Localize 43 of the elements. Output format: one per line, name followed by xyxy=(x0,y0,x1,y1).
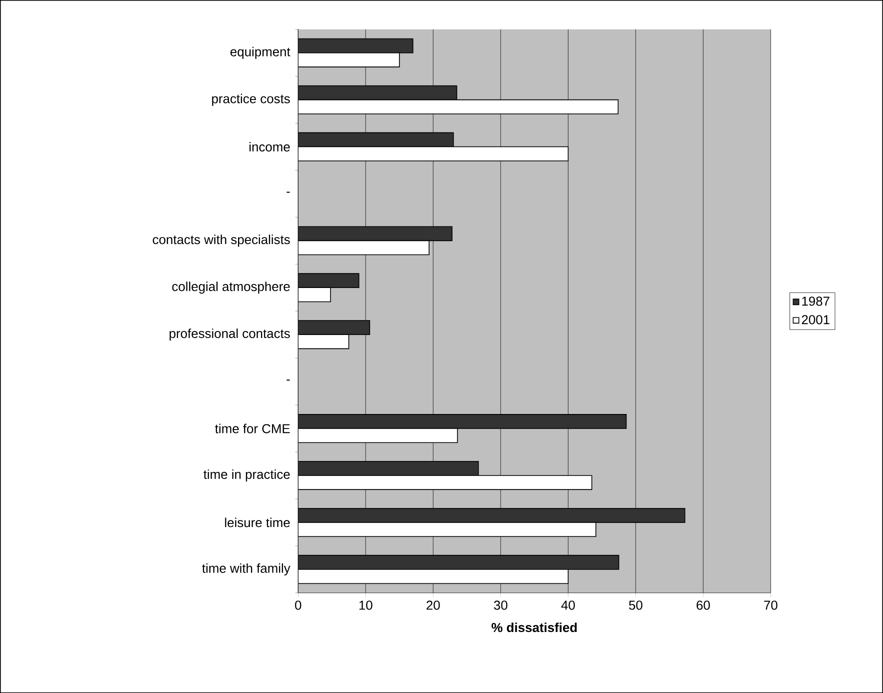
legend-label: 2001 xyxy=(802,315,830,324)
legend-label: 1987 xyxy=(802,296,830,306)
bar xyxy=(298,320,370,335)
bar xyxy=(298,240,430,256)
x-tick-label: 40 xyxy=(561,600,575,610)
y-tick-label: - xyxy=(286,380,290,381)
y-tick-label: time in practice xyxy=(204,469,290,482)
bar xyxy=(298,287,331,302)
x-tick-label: 0 xyxy=(295,600,302,610)
y-tick-label: leisure time xyxy=(225,518,290,528)
y-tick-label: professional contacts xyxy=(170,328,290,341)
bar xyxy=(298,273,360,288)
y-tick-label: practice costs xyxy=(212,94,290,106)
bar xyxy=(298,508,686,523)
x-tick-label: 50 xyxy=(629,600,642,610)
bar xyxy=(298,522,596,537)
bar xyxy=(298,132,454,148)
y-tick-label: equipment xyxy=(230,46,290,59)
x-axis-title: % dissatisfied xyxy=(492,622,577,632)
y-tick-label: time for CME xyxy=(215,424,290,434)
x-tick-label: 70 xyxy=(764,600,778,610)
y-tick-label: - xyxy=(286,192,290,193)
bar xyxy=(298,414,627,429)
bar xyxy=(298,38,414,54)
bar xyxy=(298,474,592,490)
x-tick-label: 20 xyxy=(426,600,440,610)
bar xyxy=(298,226,452,242)
bar xyxy=(298,334,350,350)
y-tick-label: income xyxy=(250,142,290,152)
bar xyxy=(298,554,620,570)
x-tick-label: 10 xyxy=(359,600,372,610)
bar xyxy=(298,146,569,162)
y-tick-label: collegial atmosphere xyxy=(172,282,290,294)
bar xyxy=(298,85,458,100)
x-tick-label: 60 xyxy=(696,600,710,610)
bar xyxy=(298,568,569,584)
x-tick-label: 30 xyxy=(494,600,508,610)
bar xyxy=(298,460,479,476)
y-tick-label: time with family xyxy=(202,563,290,576)
bar xyxy=(298,99,619,114)
bar xyxy=(298,52,400,68)
bar xyxy=(298,428,458,443)
y-tick-label: contacts with specialists xyxy=(152,234,290,247)
